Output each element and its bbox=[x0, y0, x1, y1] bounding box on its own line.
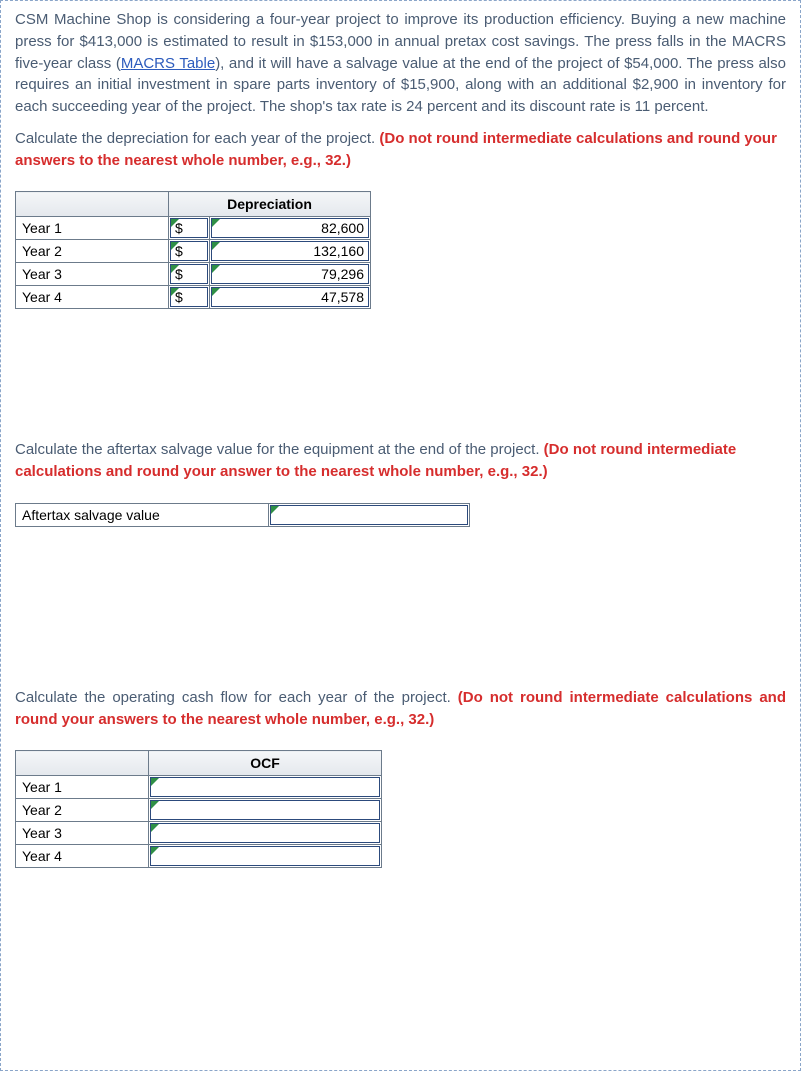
dep-currency-input[interactable]: $ bbox=[170, 241, 208, 261]
depreciation-table: Depreciation Year 1 $ 82,600 Year 2 $ 13… bbox=[15, 191, 371, 309]
q2-prompt-plain: Calculate the aftertax salvage value for… bbox=[15, 441, 544, 458]
ocf-corner bbox=[16, 751, 149, 776]
atsv-input[interactable] bbox=[270, 505, 468, 525]
dep-currency-input[interactable]: $ bbox=[170, 264, 208, 284]
dep-value-input[interactable]: 79,296 bbox=[211, 264, 369, 284]
q2-prompt: Calculate the aftertax salvage value for… bbox=[15, 439, 786, 483]
ocf-table: OCF Year 1 Year 2 Year 3 Year 4 bbox=[15, 750, 382, 868]
dep-header: Depreciation bbox=[169, 192, 371, 217]
problem-statement: CSM Machine Shop is considering a four-y… bbox=[15, 9, 786, 118]
dep-value-input[interactable]: 132,160 bbox=[211, 241, 369, 261]
ocf-row-label: Year 2 bbox=[16, 799, 149, 822]
dep-currency-input[interactable]: $ bbox=[170, 287, 208, 307]
q1-prompt-plain: Calculate the depreciation for each year… bbox=[15, 130, 379, 147]
q1-prompt: Calculate the depreciation for each year… bbox=[15, 128, 786, 172]
dep-value-input[interactable]: 82,600 bbox=[211, 218, 369, 238]
ocf-input[interactable] bbox=[150, 800, 380, 820]
ocf-row-label: Year 4 bbox=[16, 845, 149, 868]
dep-corner bbox=[16, 192, 169, 217]
dep-row-label: Year 3 bbox=[16, 263, 169, 286]
q3-prompt: Calculate the operating cash flow for ea… bbox=[15, 687, 786, 731]
q3-prompt-plain: Calculate the operating cash flow for ea… bbox=[15, 689, 458, 706]
macrs-link[interactable]: MACRS Table bbox=[121, 55, 215, 72]
ocf-row-label: Year 1 bbox=[16, 776, 149, 799]
dep-value-input[interactable]: 47,578 bbox=[211, 287, 369, 307]
ocf-header: OCF bbox=[149, 751, 382, 776]
aftertax-salvage-table: Aftertax salvage value bbox=[15, 503, 470, 527]
ocf-input[interactable] bbox=[150, 846, 380, 866]
dep-row-label: Year 2 bbox=[16, 240, 169, 263]
ocf-input[interactable] bbox=[150, 777, 380, 797]
ocf-input[interactable] bbox=[150, 823, 380, 843]
dep-row-label: Year 4 bbox=[16, 286, 169, 309]
ocf-row-label: Year 3 bbox=[16, 822, 149, 845]
dep-row-label: Year 1 bbox=[16, 217, 169, 240]
dep-currency-input[interactable]: $ bbox=[170, 218, 208, 238]
question-page: CSM Machine Shop is considering a four-y… bbox=[0, 0, 801, 1071]
atsv-label: Aftertax salvage value bbox=[16, 503, 269, 526]
